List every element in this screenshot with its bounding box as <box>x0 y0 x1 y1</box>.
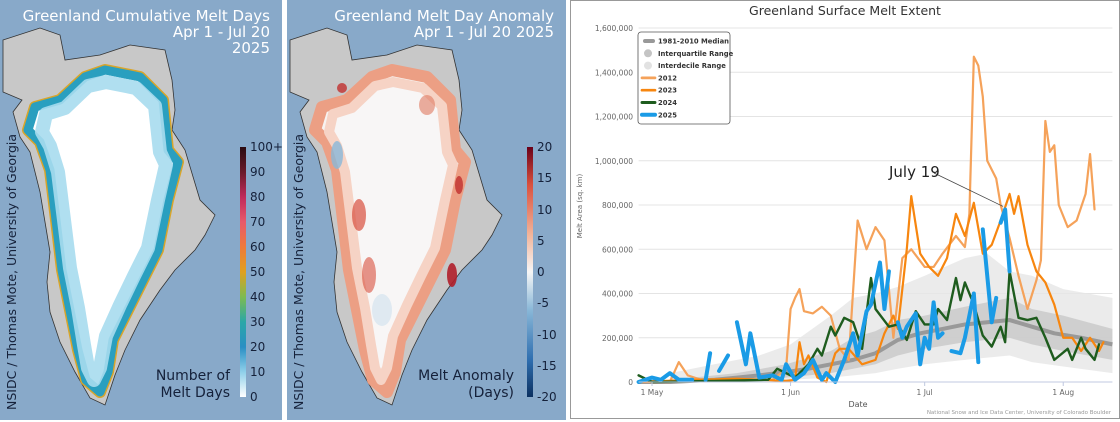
melt-day-anomaly-map: Greenland Melt Day Anomaly Apr 1 - Jul 2… <box>287 0 566 420</box>
colorbar-title: Number of Melt Days <box>156 368 230 402</box>
greenland-map-anomaly <box>289 27 503 406</box>
anomaly-patch <box>352 199 366 231</box>
y-tick-label: 600,000 <box>602 245 633 254</box>
series-2025-line <box>703 351 713 382</box>
colorbar-tick-label: 0 <box>250 390 258 404</box>
annotation-label: July 19 <box>888 163 940 181</box>
chart-legend: 1981-2010 Median Interquartile Range Inter… <box>637 31 734 125</box>
chart-title: Greenland Surface Melt Extent <box>749 3 941 18</box>
greenland-map-cumulative <box>2 27 216 406</box>
title-line: Apr 1 - Jul 20 2025 <box>413 23 554 41</box>
anomaly-patch <box>447 263 457 287</box>
colorbar-tick-label: 0 <box>537 265 545 279</box>
colorbar-tick-label: 60 <box>250 240 266 254</box>
colorbar-tick-label: 20 <box>537 140 553 154</box>
series-2025-line <box>998 207 1012 274</box>
legend-item-label: Interdecile Range <box>658 62 726 70</box>
anomaly-patch <box>362 257 376 293</box>
y-tick-label: 1,000,000 <box>595 157 633 166</box>
colorbar-tick-label: -10 <box>537 327 557 342</box>
title-line: 2025 <box>231 39 270 57</box>
y-tick-label: 1,600,000 <box>595 24 633 33</box>
legend-range-swatch <box>644 61 652 70</box>
series-2025-line <box>636 371 695 384</box>
legend-item-label: 2023 <box>658 87 677 95</box>
y-tick-label: 800,000 <box>602 201 633 210</box>
chart-svg: Greenland Surface Melt Extent 0 200,000 40… <box>576 3 1113 416</box>
legend-box <box>637 31 731 125</box>
x-axis-label: Date <box>848 400 867 409</box>
anomaly-patch <box>331 141 343 169</box>
legend-item-label: 1981-2010 Median <box>658 38 729 46</box>
anomaly-patch <box>372 294 392 326</box>
title-line: Greenland Melt Day Anomaly <box>334 7 554 25</box>
anomaly-patch <box>419 95 435 115</box>
credit-text: NSIDC / Thomas Mote, University of Georg… <box>4 133 19 410</box>
colorbar-tick-label: 40 <box>250 290 266 304</box>
legend-median-swatch <box>643 39 655 43</box>
colorbar-tick-label: 20 <box>250 340 266 354</box>
series-2025-line <box>734 260 891 384</box>
title-line: Greenland Cumulative Melt Days <box>22 7 270 25</box>
anomaly-patch <box>337 83 347 93</box>
ice-sheet-inner <box>324 77 458 385</box>
melt-extent-chart: Greenland Surface Melt Extent 0 200,000 40… <box>570 0 1120 419</box>
colorbar-tick-label: -15 <box>537 358 557 373</box>
colorbar-tick-label: 10 <box>250 365 266 379</box>
series-2025-line <box>980 227 999 325</box>
source-credit: National Snow and Ice Data Center, Unive… <box>927 410 1112 416</box>
legend-range-swatch <box>644 49 652 58</box>
colorbar-tick-label: 5 <box>537 233 545 248</box>
x-tick-label: 1 Jul <box>917 388 933 397</box>
colorbar-tick-label: 10 <box>537 202 553 217</box>
legend-line: Melt Days <box>160 385 230 401</box>
map-title: Greenland Melt Day Anomaly Apr 1 - Jul 2… <box>334 8 554 40</box>
legend-item-label: 2025 <box>658 111 677 119</box>
credit-text: NSIDC / Thomas Mote, University of Georg… <box>291 133 306 410</box>
legend-line: Melt Anomaly <box>418 368 514 384</box>
y-tick-label: 400,000 <box>602 290 633 299</box>
legend-item-label: Interquartile Range <box>658 50 734 58</box>
colorbar-tick-label: 30 <box>250 315 266 329</box>
series-2023-line <box>637 192 1105 384</box>
colorbar-tick-label: 100+ <box>250 140 283 154</box>
anomaly-patch <box>455 176 463 194</box>
colorbar-tick-label: 90 <box>250 165 266 179</box>
y-tick-label: 0 <box>628 378 633 387</box>
colorbar-title: Melt Anomaly (Days) <box>418 368 514 402</box>
series-2025-line <box>717 353 730 373</box>
cumulative-melt-days-map: Greenland Cumulative Melt Days Apr 1 - J… <box>0 0 283 420</box>
series-2025-line <box>949 291 981 365</box>
y-tick-label: 200,000 <box>602 334 633 343</box>
title-line: Apr 1 - Jul 20 <box>172 23 270 41</box>
x-tick-label: 1 Jun <box>781 388 800 397</box>
legend-item-label: 2012 <box>658 74 677 82</box>
legend-line: Number of <box>155 368 230 384</box>
colorbar <box>527 147 533 397</box>
x-tick-label: 1 Aug <box>1052 388 1074 397</box>
colorbar-tick-label: 80 <box>250 190 266 204</box>
legend-line: (Days) <box>468 385 514 401</box>
legend-item-label: 2024 <box>658 99 677 107</box>
ice-sheet-inner <box>35 75 173 387</box>
colorbar-tick-label: -5 <box>537 296 549 311</box>
colorbar-tick-label: 15 <box>537 171 553 186</box>
colorbar-tick-label: 50 <box>250 265 266 279</box>
colorbar <box>240 147 246 397</box>
map-title: Greenland Cumulative Melt Days Apr 1 - J… <box>23 8 270 56</box>
annotation-arrow <box>933 172 1004 207</box>
colorbar-tick-label: -20 <box>537 390 557 404</box>
y-axis-label: Melt Area (sq. km) <box>576 174 584 239</box>
colorbar-tick-label: 70 <box>250 215 266 229</box>
y-tick-label: 1,400,000 <box>595 68 633 77</box>
y-tick-label: 1,200,000 <box>595 113 633 122</box>
series-2025-line <box>895 300 945 367</box>
x-tick-label: 1 May <box>641 388 664 397</box>
